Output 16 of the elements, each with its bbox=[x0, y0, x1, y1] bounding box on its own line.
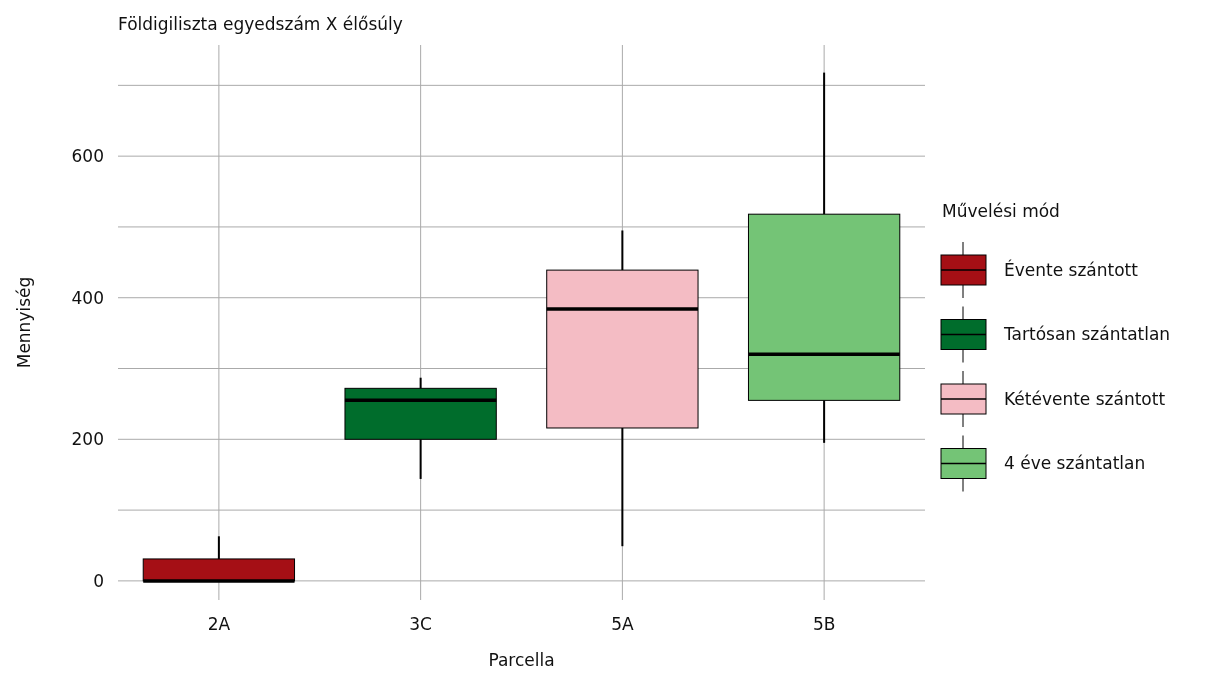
x-tick-label: 5A bbox=[611, 614, 634, 634]
x-tick-label: 3C bbox=[409, 614, 432, 634]
y-tick-label: 0 bbox=[93, 570, 104, 591]
legend-label: Évente szántott bbox=[1004, 258, 1139, 280]
x-tick-label: 2A bbox=[207, 614, 231, 634]
legend-label: Kétévente szántott bbox=[1004, 388, 1166, 409]
y-tick-label: 600 bbox=[71, 146, 104, 167]
legend-label: Tartósan szántatlan bbox=[1003, 324, 1171, 345]
y-tick-label: 200 bbox=[71, 429, 104, 450]
chart-title: Földigiliszta egyedszám X élősúly bbox=[118, 14, 403, 34]
y-tick-label: 400 bbox=[71, 287, 104, 308]
x-axis-title: Parcella bbox=[488, 650, 555, 670]
legend-title: Művelési mód bbox=[942, 201, 1060, 221]
y-axis-title: Mennyiség bbox=[14, 276, 34, 369]
x-tick-label: 5B bbox=[812, 614, 836, 634]
legend-label: 4 éve szántatlan bbox=[1004, 453, 1146, 474]
